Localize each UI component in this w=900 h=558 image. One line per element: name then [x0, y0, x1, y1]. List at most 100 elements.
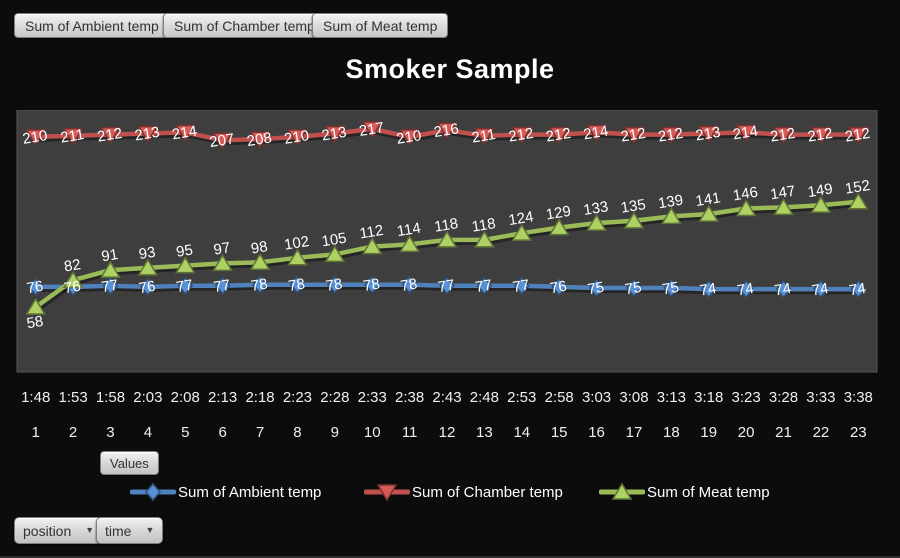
field-button-chamber-temp[interactable]: Sum of Chamber temp — [163, 13, 326, 38]
data-label: 74 — [811, 280, 830, 299]
legend-item-ambient-temp[interactable]: Sum of Ambient temp — [130, 482, 321, 502]
data-point-marker[interactable] — [137, 258, 159, 276]
legend-item-chamber-temp[interactable]: Sum of Chamber temp — [364, 482, 563, 502]
data-point-marker[interactable] — [548, 126, 570, 145]
x-axis-position-label: 16 — [588, 424, 605, 441]
data-label: 124 — [507, 208, 534, 229]
data-point-marker[interactable] — [812, 280, 829, 299]
data-point-marker[interactable] — [326, 275, 343, 294]
data-point-marker[interactable] — [551, 277, 568, 297]
data-point-marker[interactable] — [249, 131, 271, 149]
data-point-marker[interactable] — [775, 280, 792, 299]
data-label: 77 — [474, 277, 493, 296]
data-point-marker[interactable] — [62, 270, 84, 288]
data-point-marker[interactable] — [399, 129, 420, 147]
field-button-meat-temp[interactable]: Sum of Meat temp — [312, 13, 449, 38]
data-point-marker[interactable] — [810, 126, 832, 145]
values-field-button[interactable]: Values — [100, 451, 159, 475]
data-label: 212 — [844, 125, 871, 146]
data-point-marker[interactable] — [100, 260, 121, 278]
data-point-marker[interactable] — [476, 276, 493, 295]
data-point-marker[interactable] — [735, 124, 757, 142]
data-point-marker[interactable] — [324, 244, 346, 263]
chart-canvas[interactable]: 76 76 77 76 77 77 78 78 78 78 78 77 77 77 76 75 75 75 74 74… — [0, 110, 900, 450]
data-label: 214 — [582, 123, 609, 144]
data-label: 76 — [25, 278, 44, 297]
data-point-marker[interactable] — [214, 276, 231, 295]
data-point-marker[interactable] — [623, 211, 645, 229]
data-point-marker[interactable] — [698, 125, 720, 143]
data-point-marker[interactable] — [252, 275, 269, 294]
data-point-marker[interactable] — [436, 122, 458, 140]
x-axis-time-label: 2:58 — [545, 389, 574, 406]
data-point-marker[interactable] — [663, 278, 680, 298]
data-point-marker[interactable] — [661, 126, 682, 145]
axis-field-dropdown-time[interactable]: time ▼ — [96, 517, 164, 544]
data-point-marker[interactable] — [588, 278, 605, 298]
data-label: 76 — [63, 278, 82, 297]
axis-field-dropdown-position[interactable]: position ▼ — [14, 517, 104, 544]
data-label: 216 — [433, 120, 460, 141]
x-axis-time-label: 2:33 — [358, 389, 387, 406]
data-point-marker[interactable] — [139, 277, 156, 297]
data-point-marker[interactable] — [738, 280, 755, 299]
data-point-marker[interactable] — [548, 218, 570, 236]
data-point-marker[interactable] — [62, 128, 84, 146]
data-point-marker[interactable] — [401, 275, 418, 294]
data-point-marker[interactable] — [249, 252, 271, 271]
data-point-marker[interactable] — [212, 253, 233, 272]
data-point-marker[interactable] — [773, 197, 794, 216]
data-point-marker[interactable] — [700, 280, 717, 299]
data-point-marker[interactable] — [324, 125, 346, 143]
data-point-marker[interactable] — [847, 192, 869, 210]
field-button-ambient-temp[interactable]: Sum of Ambient temp — [14, 13, 170, 38]
data-point-marker[interactable] — [174, 124, 196, 142]
data-point-marker[interactable] — [474, 128, 495, 146]
data-point-marker[interactable] — [847, 126, 869, 145]
data-point-marker[interactable] — [661, 206, 682, 225]
data-point-marker[interactable] — [361, 237, 383, 255]
legend-marker-triangle-down-icon — [364, 484, 410, 501]
data-point-marker[interactable] — [361, 121, 383, 139]
data-point-marker[interactable] — [810, 195, 832, 213]
data-point-marker[interactable] — [850, 280, 867, 299]
data-point-marker[interactable] — [698, 204, 720, 222]
data-point-marker[interactable] — [174, 256, 196, 274]
data-label: 74 — [736, 280, 755, 299]
data-point-marker[interactable] — [511, 126, 533, 145]
data-point-marker[interactable] — [399, 234, 420, 253]
data-point-marker[interactable] — [436, 230, 458, 248]
data-point-marker[interactable] — [773, 126, 794, 145]
data-point-marker[interactable] — [586, 213, 607, 231]
data-point-marker[interactable] — [287, 129, 308, 147]
data-point-marker[interactable] — [177, 276, 194, 295]
data-point-marker[interactable] — [27, 277, 44, 297]
data-label: 146 — [732, 184, 759, 205]
data-point-marker[interactable] — [474, 230, 495, 248]
data-point-marker[interactable] — [735, 199, 757, 217]
data-point-marker[interactable] — [102, 276, 119, 295]
data-point-marker[interactable] — [287, 248, 308, 266]
data-point-marker[interactable] — [137, 125, 159, 143]
legend-item-meat-temp[interactable]: Sum of Meat temp — [599, 482, 770, 502]
x-axis-position-label: 18 — [663, 424, 680, 441]
data-label: 114 — [396, 220, 422, 241]
x-axis-time-label: 2:18 — [245, 389, 274, 406]
data-point-marker[interactable] — [100, 126, 121, 145]
data-point-marker[interactable] — [25, 129, 47, 147]
data-point-marker[interactable] — [625, 278, 642, 298]
data-point-marker[interactable] — [212, 132, 233, 150]
x-axis-time-label: 2:48 — [470, 389, 499, 406]
data-label: 82 — [63, 256, 82, 275]
data-label: 77 — [100, 277, 119, 296]
x-axis-position-label: 21 — [775, 424, 792, 441]
data-point-marker[interactable] — [439, 276, 455, 295]
data-point-marker[interactable] — [511, 223, 533, 241]
data-point-marker[interactable] — [289, 275, 306, 294]
data-point-marker[interactable] — [623, 126, 645, 145]
data-point-marker[interactable] — [25, 297, 47, 315]
data-point-marker[interactable] — [364, 275, 381, 294]
data-point-marker[interactable] — [513, 276, 530, 295]
data-label: 139 — [657, 192, 684, 213]
data-point-marker[interactable] — [586, 124, 607, 142]
